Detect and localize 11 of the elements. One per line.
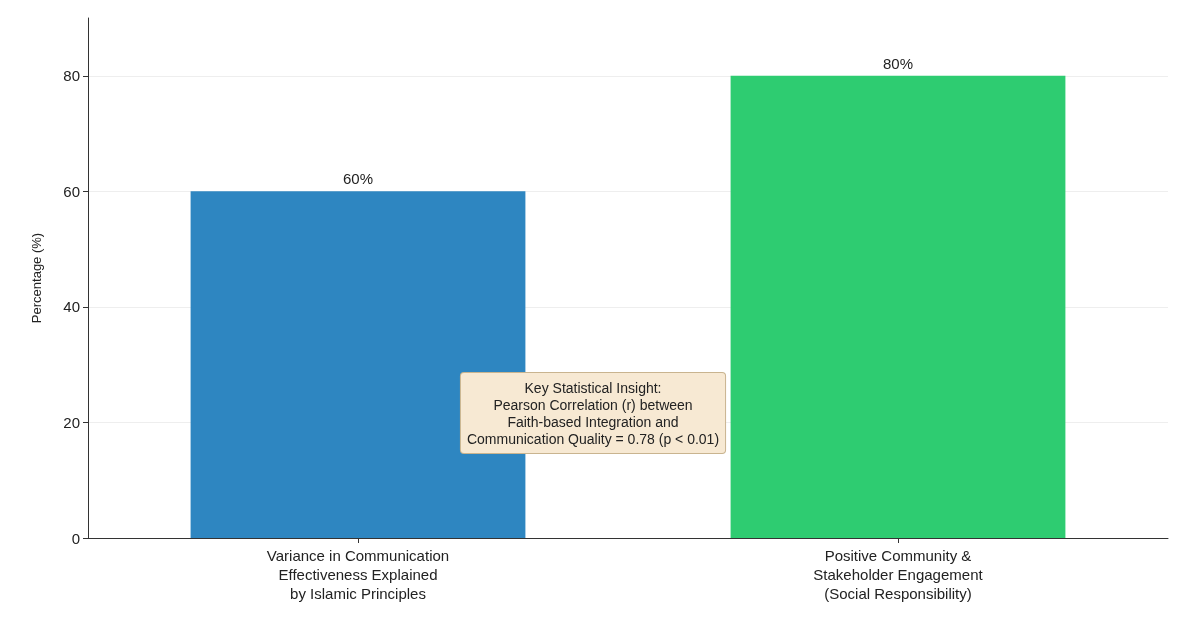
x-tick-label: Variance in Communication Effectiveness Explained by Islamic Principles: [266, 547, 450, 602]
x-tick-label: Positive Community & Stakeholder Engagement (Social Responsibility): [813, 547, 984, 602]
data-label: 60%: [342, 170, 374, 188]
y-axis-title: Percentage (%): [29, 232, 44, 324]
data-label: 80%: [882, 54, 914, 72]
y-tick-label: 80: [63, 67, 80, 85]
y-tick-label: 0: [71, 529, 80, 547]
annotation: Key Statistical Insight: Pearson Correlation (r) between Faith-based Integration and Communication Quality = 0.78 (p < 0.01): [466, 379, 720, 447]
y-tick-label: 60: [63, 182, 80, 200]
y-tick-label: 40: [63, 298, 80, 316]
y-tick-label: 20: [63, 413, 80, 431]
